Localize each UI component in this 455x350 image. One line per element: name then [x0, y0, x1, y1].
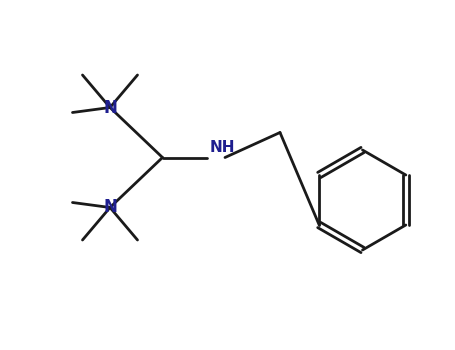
Text: N: N: [103, 198, 117, 217]
Text: N: N: [103, 98, 117, 117]
Text: NH: NH: [210, 140, 236, 155]
